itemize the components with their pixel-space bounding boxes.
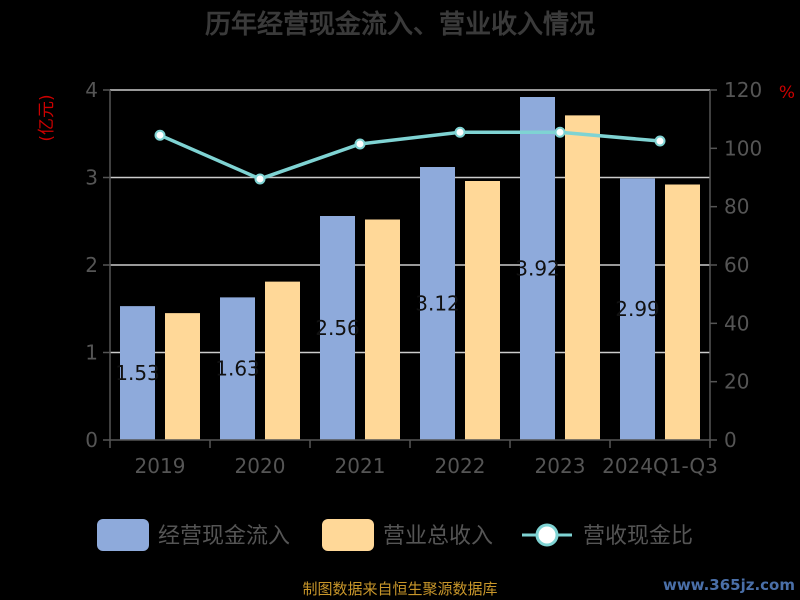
grid: [110, 89, 710, 354]
right-axis-tick-label: 20: [724, 370, 749, 394]
x-axis-tick-label: 2020: [235, 454, 286, 478]
legend-swatch-ratio-marker: [535, 523, 559, 547]
data-label-cash-inflow: 2.99: [615, 297, 660, 321]
legend-label-ratio: 营收现金比: [583, 524, 693, 549]
bar-cash-inflow: [620, 178, 655, 440]
legend-swatch-revenue: [322, 519, 374, 551]
data-label-cash-inflow: 1.63: [215, 357, 260, 381]
right-axis-tick-label: 80: [724, 195, 749, 219]
right-axis-unit: %: [779, 83, 795, 103]
legend-swatch-cash-inflow: [97, 519, 149, 551]
x-axis-tick-label: 2021: [335, 454, 386, 478]
source-note: 制图数据来自恒生聚源数据库: [302, 580, 497, 598]
data-label-cash-inflow: 2.56: [315, 316, 360, 340]
bar-revenue: [665, 184, 700, 440]
ratio-point: [654, 135, 666, 147]
watermark-logo: www.365jz.com: [663, 576, 795, 594]
right-axis-tick-label: 40: [724, 311, 749, 335]
bar-cash-inflow: [420, 167, 455, 440]
right-axis-tick-label: 100: [724, 136, 762, 160]
left-axis-tick-label: 0: [85, 428, 98, 452]
x-axis-tick-label: 2023: [535, 454, 586, 478]
bar-cash-inflow: [220, 297, 255, 440]
ratio-point: [554, 126, 566, 138]
legend: 经营现金流入 营业总收入 营收现金比: [97, 519, 693, 551]
right-axis-tick-label: 0: [724, 428, 737, 452]
x-axis-tick-label: 2019: [135, 454, 186, 478]
chart-title: 历年经营现金流入、营业收入情况: [205, 9, 595, 40]
bar-revenue: [465, 181, 500, 440]
legend-label-revenue: 营业总收入: [383, 524, 493, 549]
ratio-point: [454, 126, 466, 138]
left-axis-tick-label: 2: [85, 253, 98, 277]
bar-cash-inflow: [120, 306, 155, 440]
ratio-point: [354, 138, 366, 150]
bar-revenue: [565, 115, 600, 440]
x-axis-tick-label: 2024Q1-Q3: [602, 454, 718, 478]
left-axis-tick-label: 1: [85, 341, 98, 365]
bar-cash-inflow: [520, 97, 555, 440]
bar-cash-inflow: [320, 216, 355, 440]
x-axis-tick-label: 2022: [435, 454, 486, 478]
left-axis-unit: (亿元): [37, 94, 57, 141]
data-labels: 1.53 1.63 2.56 3.12 3.92 2.99: [115, 257, 660, 386]
data-label-cash-inflow: 3.12: [415, 292, 460, 316]
ratio-polyline: [159, 130, 661, 181]
right-axis-tick-label: 60: [724, 253, 749, 277]
bar-revenue: [365, 219, 400, 440]
ratio-point: [154, 129, 166, 141]
data-label-cash-inflow: 1.53: [115, 361, 160, 385]
left-axis-tick-label: 4: [85, 78, 98, 102]
right-axis-tick-label: 120: [724, 78, 762, 102]
bar-revenue: [165, 313, 200, 440]
bar-revenue: [265, 281, 300, 440]
legend-label-cash-inflow: 经营现金流入: [158, 524, 290, 549]
ratio-point: [254, 173, 266, 185]
bars: [120, 97, 700, 440]
ratio-line: [154, 126, 666, 185]
left-axis-tick-label: 3: [85, 166, 98, 190]
data-label-cash-inflow: 3.92: [515, 257, 560, 281]
